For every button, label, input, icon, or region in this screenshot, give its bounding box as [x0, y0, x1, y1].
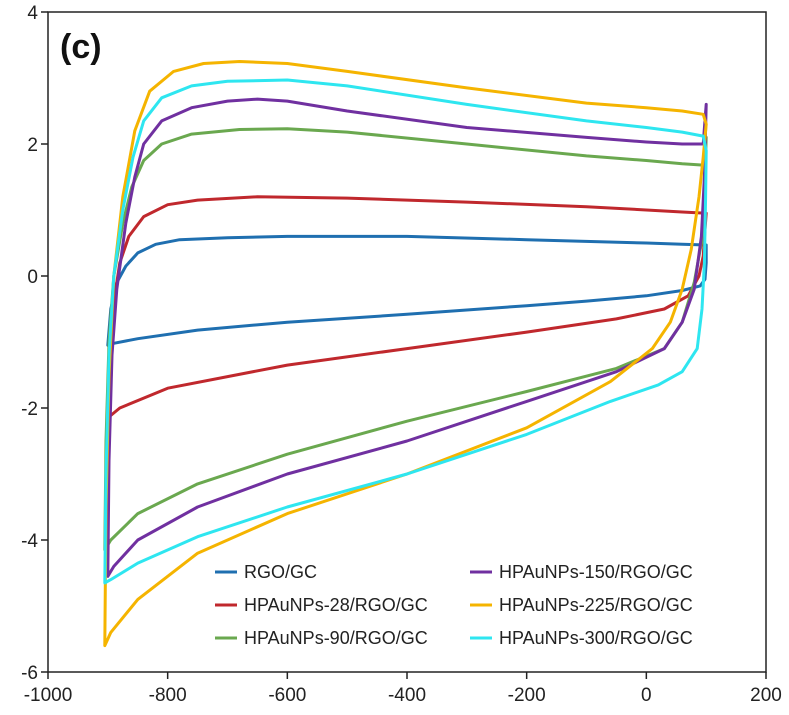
x-tick-label: 200: [750, 685, 782, 706]
x-tick-label: 0: [641, 685, 652, 706]
legend-label: RGO/GC: [244, 562, 317, 582]
y-tick-label: -4: [21, 531, 38, 552]
legend-label: HPAuNPs-90/RGO/GC: [244, 628, 428, 648]
y-tick-label: 4: [27, 3, 38, 24]
x-tick-label: -1000: [24, 685, 73, 706]
x-tick-label: -800: [149, 685, 187, 706]
legend-label: HPAuNPs-28/RGO/GC: [244, 595, 428, 615]
legend-label: HPAuNPs-150/RGO/GC: [499, 562, 693, 582]
y-tick-label: -2: [21, 399, 38, 420]
series-line-4: [106, 97, 708, 578]
legend-label: HPAuNPs-225/RGO/GC: [499, 595, 693, 615]
y-tick-label: 0: [27, 267, 38, 288]
x-tick-label: -200: [508, 685, 546, 706]
series-line-6: [103, 78, 708, 585]
x-tick-label: -600: [268, 685, 306, 706]
x-tick-label: -400: [388, 685, 426, 706]
legend-label: HPAuNPs-300/RGO/GC: [499, 628, 693, 648]
y-tick-label: 2: [27, 135, 38, 156]
panel-label: (c): [60, 28, 102, 66]
y-axis: -6 -4 -2 0 2 4: [21, 3, 48, 684]
curves-layer: [103, 60, 708, 648]
x-axis: -1000 -800 -600 -400 -200 0 200: [24, 672, 782, 706]
y-tick-label: -6: [21, 663, 38, 684]
series-line-2: [106, 195, 708, 420]
plot-area: [103, 60, 708, 648]
legend: RGO/GC HPAuNPs-28/RGO/GC HPAuNPs-90/RGO/GC…: [215, 562, 693, 648]
